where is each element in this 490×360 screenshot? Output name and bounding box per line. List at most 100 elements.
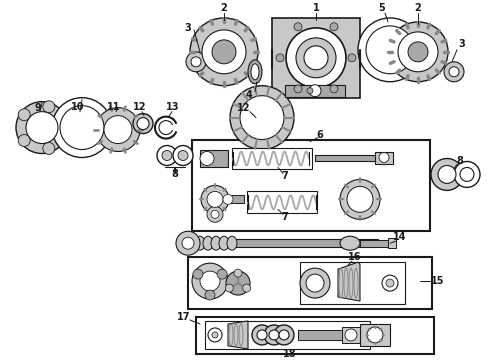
Text: 6: 6 [317, 130, 323, 140]
Circle shape [431, 158, 463, 190]
Circle shape [240, 96, 284, 140]
Bar [232, 148, 312, 170]
Bar [285, 85, 345, 97]
Circle shape [274, 325, 294, 345]
Circle shape [201, 185, 229, 213]
Circle shape [306, 274, 324, 292]
Circle shape [200, 271, 220, 291]
Bar [198, 239, 378, 247]
Text: 13: 13 [166, 102, 180, 112]
Text: 14: 14 [393, 232, 407, 242]
Circle shape [366, 26, 414, 74]
Bar [298, 330, 343, 340]
Text: 11: 11 [107, 102, 121, 112]
Circle shape [137, 118, 149, 130]
Circle shape [207, 206, 223, 222]
Circle shape [43, 143, 55, 154]
Circle shape [193, 269, 203, 279]
Text: 5: 5 [379, 3, 385, 13]
Circle shape [176, 231, 200, 255]
Circle shape [18, 135, 30, 147]
Circle shape [205, 290, 215, 300]
Bar [315, 154, 375, 162]
Circle shape [300, 268, 330, 298]
Circle shape [276, 54, 284, 62]
Ellipse shape [211, 236, 221, 250]
Circle shape [190, 18, 258, 86]
Text: 3: 3 [185, 23, 192, 33]
Text: 15: 15 [431, 276, 445, 286]
Circle shape [330, 85, 338, 93]
Bar [360, 324, 390, 346]
Circle shape [294, 85, 302, 93]
Circle shape [52, 98, 112, 157]
Circle shape [58, 122, 70, 134]
Ellipse shape [219, 236, 229, 250]
Circle shape [286, 28, 346, 88]
Circle shape [330, 23, 338, 31]
Bar [228, 195, 244, 203]
Circle shape [279, 330, 289, 340]
Circle shape [340, 179, 380, 219]
Text: 7: 7 [282, 171, 289, 181]
Circle shape [269, 330, 279, 340]
Circle shape [178, 150, 188, 161]
Bar [192, 140, 430, 231]
Ellipse shape [195, 236, 205, 250]
Circle shape [207, 192, 223, 207]
Circle shape [252, 325, 272, 345]
Circle shape [191, 57, 201, 67]
Circle shape [208, 328, 222, 342]
Bar [200, 149, 228, 167]
Bar [388, 238, 396, 248]
Circle shape [438, 166, 456, 183]
Bar [205, 321, 370, 349]
Circle shape [309, 85, 321, 97]
Text: 16: 16 [348, 252, 362, 262]
Circle shape [200, 152, 214, 166]
Circle shape [182, 237, 194, 249]
Circle shape [223, 194, 233, 204]
Circle shape [16, 102, 68, 153]
Circle shape [386, 279, 394, 287]
Circle shape [225, 284, 233, 292]
Circle shape [444, 62, 464, 82]
Text: 9: 9 [35, 103, 41, 113]
Circle shape [226, 271, 250, 295]
Circle shape [460, 167, 474, 181]
Circle shape [348, 54, 356, 62]
Text: 10: 10 [71, 102, 85, 112]
Circle shape [294, 23, 302, 31]
Text: 2: 2 [220, 3, 227, 13]
Text: 3: 3 [459, 39, 466, 49]
Circle shape [202, 30, 246, 74]
Circle shape [367, 327, 383, 343]
Polygon shape [228, 321, 248, 349]
Circle shape [358, 18, 422, 82]
Circle shape [212, 40, 236, 64]
Bar [300, 262, 405, 304]
Circle shape [347, 186, 373, 212]
Ellipse shape [227, 236, 237, 250]
Circle shape [408, 42, 428, 62]
Text: 12: 12 [237, 103, 251, 113]
Circle shape [230, 86, 294, 149]
Circle shape [234, 269, 242, 277]
Polygon shape [338, 262, 360, 301]
Circle shape [157, 145, 177, 166]
Circle shape [449, 67, 459, 77]
Text: 7: 7 [282, 212, 289, 222]
Text: 2: 2 [415, 3, 421, 13]
Text: 4: 4 [245, 90, 252, 100]
Bar [247, 192, 317, 213]
Circle shape [26, 112, 58, 144]
Ellipse shape [203, 236, 213, 250]
Circle shape [211, 210, 219, 218]
Circle shape [186, 52, 206, 72]
Text: 17: 17 [177, 312, 191, 322]
Circle shape [133, 114, 153, 134]
Circle shape [345, 329, 357, 341]
Text: 8: 8 [457, 157, 464, 166]
Ellipse shape [340, 236, 360, 250]
Ellipse shape [248, 60, 262, 84]
